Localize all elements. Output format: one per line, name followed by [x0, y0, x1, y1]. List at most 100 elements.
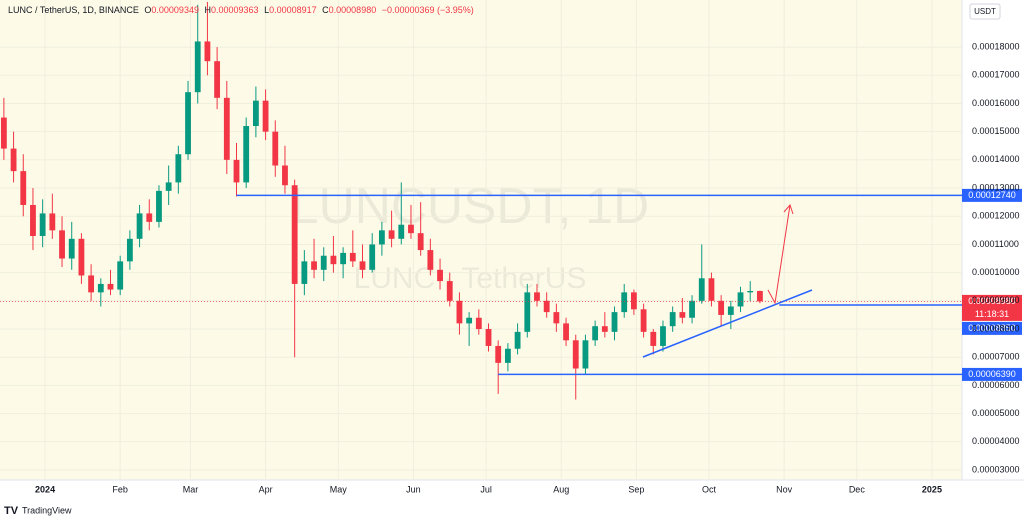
candle-body	[262, 100, 269, 132]
y-tick-label: 0.00006000	[972, 380, 1020, 390]
x-tick-label: Apr	[259, 484, 273, 494]
candle-body	[621, 292, 628, 313]
x-tick-label: May	[330, 484, 348, 494]
level-label: 0.00012740	[968, 190, 1016, 200]
price-axis-background	[962, 0, 1024, 480]
candle-body	[49, 213, 56, 231]
candle-body	[301, 261, 308, 284]
candle-body	[146, 213, 153, 222]
candle-body	[349, 252, 356, 262]
candle-body	[388, 230, 395, 239]
candle-body	[456, 300, 463, 324]
candle-body	[175, 154, 182, 183]
legend: LUNC / TetherUS, 1D, BINANCE O0.00009349…	[8, 5, 474, 15]
watermark-title: LUNCUSDT, 1D	[291, 178, 649, 234]
candle-body	[640, 309, 647, 332]
y-tick-label: 0.00009000	[972, 295, 1020, 305]
candle-body	[669, 312, 676, 327]
candle-body	[466, 317, 473, 324]
y-tick-label: 0.00017000	[972, 70, 1020, 80]
candle-body	[311, 261, 317, 270]
candle-body	[398, 224, 405, 239]
candle-body	[369, 244, 376, 270]
candle-body	[204, 41, 211, 62]
y-tick-label: 0.00003000	[972, 464, 1020, 474]
candle-body	[165, 182, 172, 191]
candle-body	[330, 255, 337, 265]
y-tick-label: 0.00018000	[972, 41, 1020, 51]
candle-body	[359, 261, 366, 270]
candle-body	[126, 238, 133, 262]
candle-body	[485, 329, 492, 346]
currency[interactable]: USDT	[974, 7, 996, 16]
candle-body	[582, 340, 589, 369]
candle-body	[88, 275, 95, 293]
candle-body	[475, 317, 482, 330]
candle-body	[727, 306, 734, 315]
candle-body	[272, 131, 279, 166]
level-tag	[962, 321, 1022, 335]
l-value: 0.00008917	[269, 5, 317, 15]
x-tick-label: 2025	[922, 484, 942, 494]
projection-arrow	[767, 204, 791, 305]
h-label: H	[204, 5, 211, 15]
candle-body	[20, 171, 27, 205]
candle-body	[10, 148, 17, 172]
series-layer	[0, 0, 962, 480]
candle-body	[30, 204, 36, 236]
candle-body	[504, 348, 511, 363]
y-tick-label: 0.00012000	[972, 211, 1020, 221]
y-tick-label: 0.00008000	[972, 323, 1020, 333]
candle-body	[756, 290, 763, 302]
x-tick-label: Mar	[183, 484, 199, 494]
currency-box[interactable]	[969, 3, 1001, 20]
symbol: LUNC / TetherUS, 1D, BINANCE	[8, 5, 139, 15]
y-tick-label: 0.00007000	[972, 352, 1020, 362]
candle-body	[233, 159, 240, 183]
candle-body	[611, 312, 618, 332]
candle-body	[524, 292, 531, 332]
watermark: LUNCUSDT, 1D LUNC · TetherUS	[291, 178, 649, 295]
candle-body	[68, 238, 75, 259]
candle-body	[514, 331, 521, 349]
candle-body	[378, 230, 385, 245]
candle-body	[630, 292, 637, 310]
last-price-tag	[962, 294, 1022, 321]
candle-body	[59, 230, 65, 259]
candle-body	[660, 326, 666, 346]
candle-body	[543, 300, 550, 313]
candle-body	[698, 278, 705, 301]
candle-body	[534, 292, 540, 301]
candle-body	[117, 261, 124, 290]
h-value: 0.00009363	[211, 5, 259, 15]
candle-body	[194, 41, 201, 93]
level-label: 0.00006390	[968, 369, 1016, 379]
arrow-head	[783, 204, 794, 215]
candle-body	[185, 92, 191, 155]
candle-body	[446, 281, 453, 301]
candle-body	[252, 100, 259, 127]
brand: TradingView	[22, 505, 72, 515]
y-tick-label: 0.00004000	[972, 436, 1020, 446]
candle-body	[282, 165, 288, 186]
y-tick-label: 0.00011000	[972, 239, 1019, 249]
candle-body	[417, 233, 424, 251]
candle-body	[39, 213, 46, 236]
trend-line	[642, 289, 813, 358]
candle-body	[747, 290, 754, 293]
candle-body	[689, 300, 695, 318]
candle-body	[408, 224, 414, 234]
o-value: 0.00009349	[151, 5, 199, 15]
y-tick-label: 0.00014000	[972, 154, 1020, 164]
level-tag	[962, 367, 1022, 381]
y-tick-label: 0.00013000	[972, 182, 1020, 192]
x-tick-label: Aug	[553, 484, 569, 494]
x-tick-label: Jul	[480, 484, 492, 494]
candle-body	[78, 238, 85, 276]
candle-body	[156, 190, 162, 222]
last-price-label: 0.00008980	[968, 296, 1016, 306]
l-label: L	[264, 5, 269, 15]
candle-body	[718, 300, 725, 315]
x-tick-label: Nov	[776, 484, 793, 494]
